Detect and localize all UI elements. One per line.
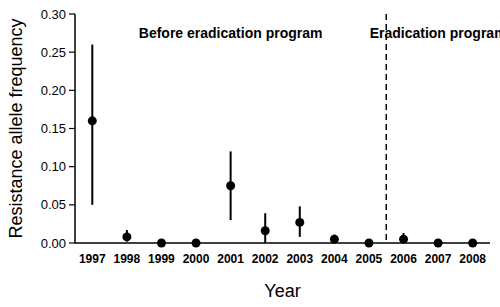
point [295, 218, 304, 227]
x-tick-label: 2006 [390, 252, 417, 266]
y-tick [69, 52, 75, 53]
x-tick-label: 2003 [286, 252, 313, 266]
y-tick [69, 128, 75, 129]
divider [386, 14, 388, 243]
x-tick-label: 1999 [148, 252, 175, 266]
x-tick-label: 2002 [252, 252, 279, 266]
point [468, 239, 477, 248]
x-tick-label: 2004 [321, 252, 348, 266]
point [226, 181, 235, 190]
point [434, 239, 443, 248]
y-tick-label: 0.15 [41, 121, 66, 136]
x-tick-label: 1997 [79, 252, 106, 266]
y-tick-label: 0.00 [41, 236, 66, 251]
y-tick-label: 0.30 [41, 7, 66, 22]
point [157, 239, 166, 248]
x-axis-label: Year [264, 281, 300, 301]
x-axis [75, 242, 490, 244]
y-tick [69, 13, 75, 14]
point [399, 235, 408, 244]
x-tick-label: 2001 [217, 252, 244, 266]
y-tick [69, 204, 75, 205]
point [261, 226, 270, 235]
chart: 0.00 0.05 0.10 0.15 0.20 0.25 0.30 1997 1998 1999… [0, 0, 500, 307]
point [364, 239, 373, 248]
x-tick-label: 2005 [356, 252, 383, 266]
y-tick [69, 90, 75, 91]
y-tick-label: 0.20 [41, 83, 66, 98]
y-tick-label: 0.10 [41, 159, 66, 174]
y-tick [69, 166, 75, 167]
y-tick-label: 0.25 [41, 45, 66, 60]
x-tick-label: 2007 [425, 252, 452, 266]
point [330, 235, 339, 244]
x-tick-label: 1998 [114, 252, 141, 266]
x-tick-label: 2000 [183, 252, 210, 266]
x-tick-label: 2008 [459, 252, 486, 266]
y-axis-label: Resistance allele frequency [6, 18, 26, 238]
annotation: Eradication program [370, 25, 500, 41]
y-tick [69, 242, 75, 243]
point [192, 239, 201, 248]
annotation: Before eradication program [139, 25, 323, 41]
point [88, 116, 97, 125]
point [122, 232, 131, 241]
y-tick-label: 0.05 [41, 197, 66, 212]
